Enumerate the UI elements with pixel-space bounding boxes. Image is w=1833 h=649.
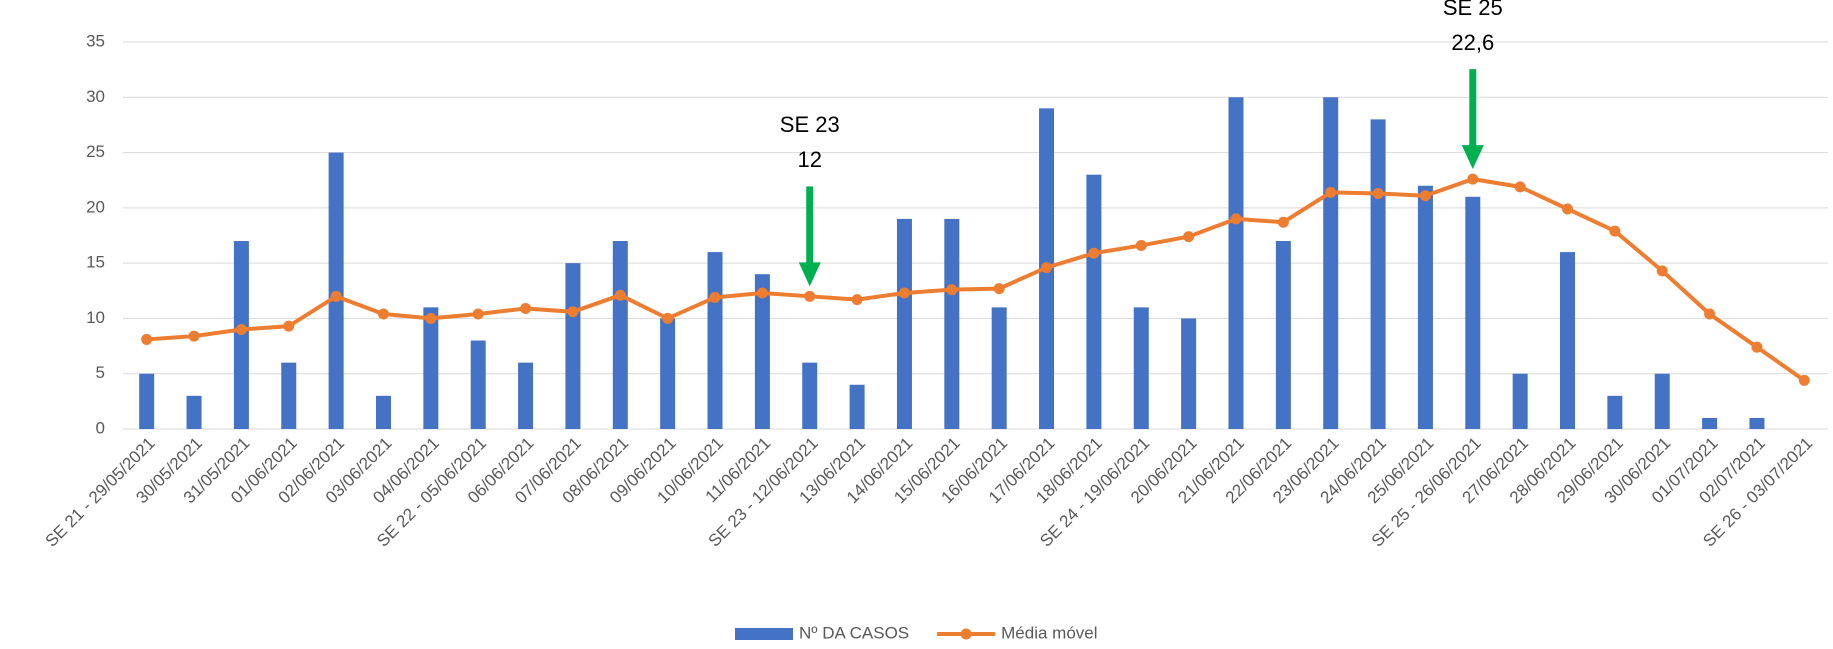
line-marker <box>1088 247 1100 259</box>
line-marker <box>614 289 626 301</box>
bar <box>896 218 912 429</box>
line-marker <box>1135 239 1147 251</box>
line <box>146 177 1806 382</box>
y-tick-label: 25 <box>86 142 105 161</box>
bar <box>1086 174 1102 429</box>
bar <box>1512 373 1528 429</box>
line-marker <box>1798 374 1810 386</box>
bar <box>375 395 391 429</box>
y-tick-label: 0 <box>96 418 105 437</box>
legend-label: Média móvel <box>1001 623 1097 642</box>
bar <box>328 152 344 430</box>
bar <box>186 395 202 429</box>
line-marker <box>756 287 768 299</box>
line-marker <box>567 306 579 318</box>
bar <box>281 362 297 429</box>
bar <box>1607 395 1623 429</box>
line-marker <box>1230 213 1242 225</box>
annotation-arrowhead <box>798 262 821 287</box>
bar <box>1370 119 1386 430</box>
y-tick-label: 5 <box>96 363 105 382</box>
line-marker <box>993 283 1005 295</box>
bar <box>518 362 534 429</box>
line-marker <box>1041 262 1053 274</box>
legend-swatch <box>735 628 793 640</box>
line-marker <box>1467 173 1479 185</box>
bar <box>1654 373 1670 429</box>
bar <box>1465 196 1481 429</box>
bar <box>991 307 1007 429</box>
line-marker <box>1419 190 1431 202</box>
bar <box>754 274 770 429</box>
bar <box>1228 97 1244 430</box>
y-tick-label: 15 <box>86 253 105 272</box>
y-tick-label: 10 <box>86 308 105 327</box>
bar <box>802 362 818 429</box>
line-marker <box>709 291 721 303</box>
line-marker <box>141 333 153 345</box>
line-marker <box>662 312 674 324</box>
bar <box>1749 417 1765 429</box>
line-marker <box>1183 231 1195 243</box>
bar <box>565 263 581 429</box>
line-marker <box>1325 186 1337 198</box>
bar <box>1560 252 1576 429</box>
bar <box>139 373 155 429</box>
bar <box>707 252 723 429</box>
y-tick-label: 20 <box>86 197 105 216</box>
line-marker <box>804 290 816 302</box>
line-marker <box>898 287 910 299</box>
bar <box>849 384 865 429</box>
bar <box>1133 307 1149 429</box>
line-marker <box>188 330 200 342</box>
bar <box>944 218 960 429</box>
annotation-text: 22,6 <box>1451 30 1494 55</box>
bar <box>423 307 439 429</box>
line-marker <box>520 302 532 314</box>
line-marker <box>1609 225 1621 237</box>
line-marker <box>283 320 295 332</box>
line-marker <box>1656 265 1668 277</box>
bar <box>1417 185 1433 429</box>
line-marker <box>946 284 958 296</box>
line-marker <box>472 308 484 320</box>
bar <box>612 241 628 429</box>
bar <box>1702 417 1718 429</box>
legend-label: Nº DA CASOS <box>799 623 909 642</box>
line-marker <box>1514 181 1526 193</box>
bar <box>1275 241 1291 429</box>
line-marker <box>330 290 342 302</box>
bar <box>660 318 676 429</box>
legend-swatch <box>960 628 972 640</box>
annotation-text: 12 <box>797 147 821 172</box>
annotation-arrowhead <box>1461 145 1484 170</box>
bar <box>233 241 249 429</box>
line-marker <box>235 323 247 335</box>
line-marker <box>1751 341 1763 353</box>
y-tick-label: 35 <box>86 31 105 50</box>
line-marker <box>1372 187 1384 199</box>
line-marker <box>425 312 437 324</box>
annotation-title: SE 23 <box>780 112 840 137</box>
line-marker <box>851 294 863 306</box>
line-marker <box>1704 308 1716 320</box>
bar <box>470 340 486 429</box>
line-marker <box>377 308 389 320</box>
line-marker <box>1562 203 1574 215</box>
y-tick-label: 30 <box>86 87 105 106</box>
bar <box>1181 318 1197 429</box>
bar <box>1323 97 1339 430</box>
line-marker <box>1277 216 1289 228</box>
annotation-title: SE 25 <box>1443 0 1503 20</box>
